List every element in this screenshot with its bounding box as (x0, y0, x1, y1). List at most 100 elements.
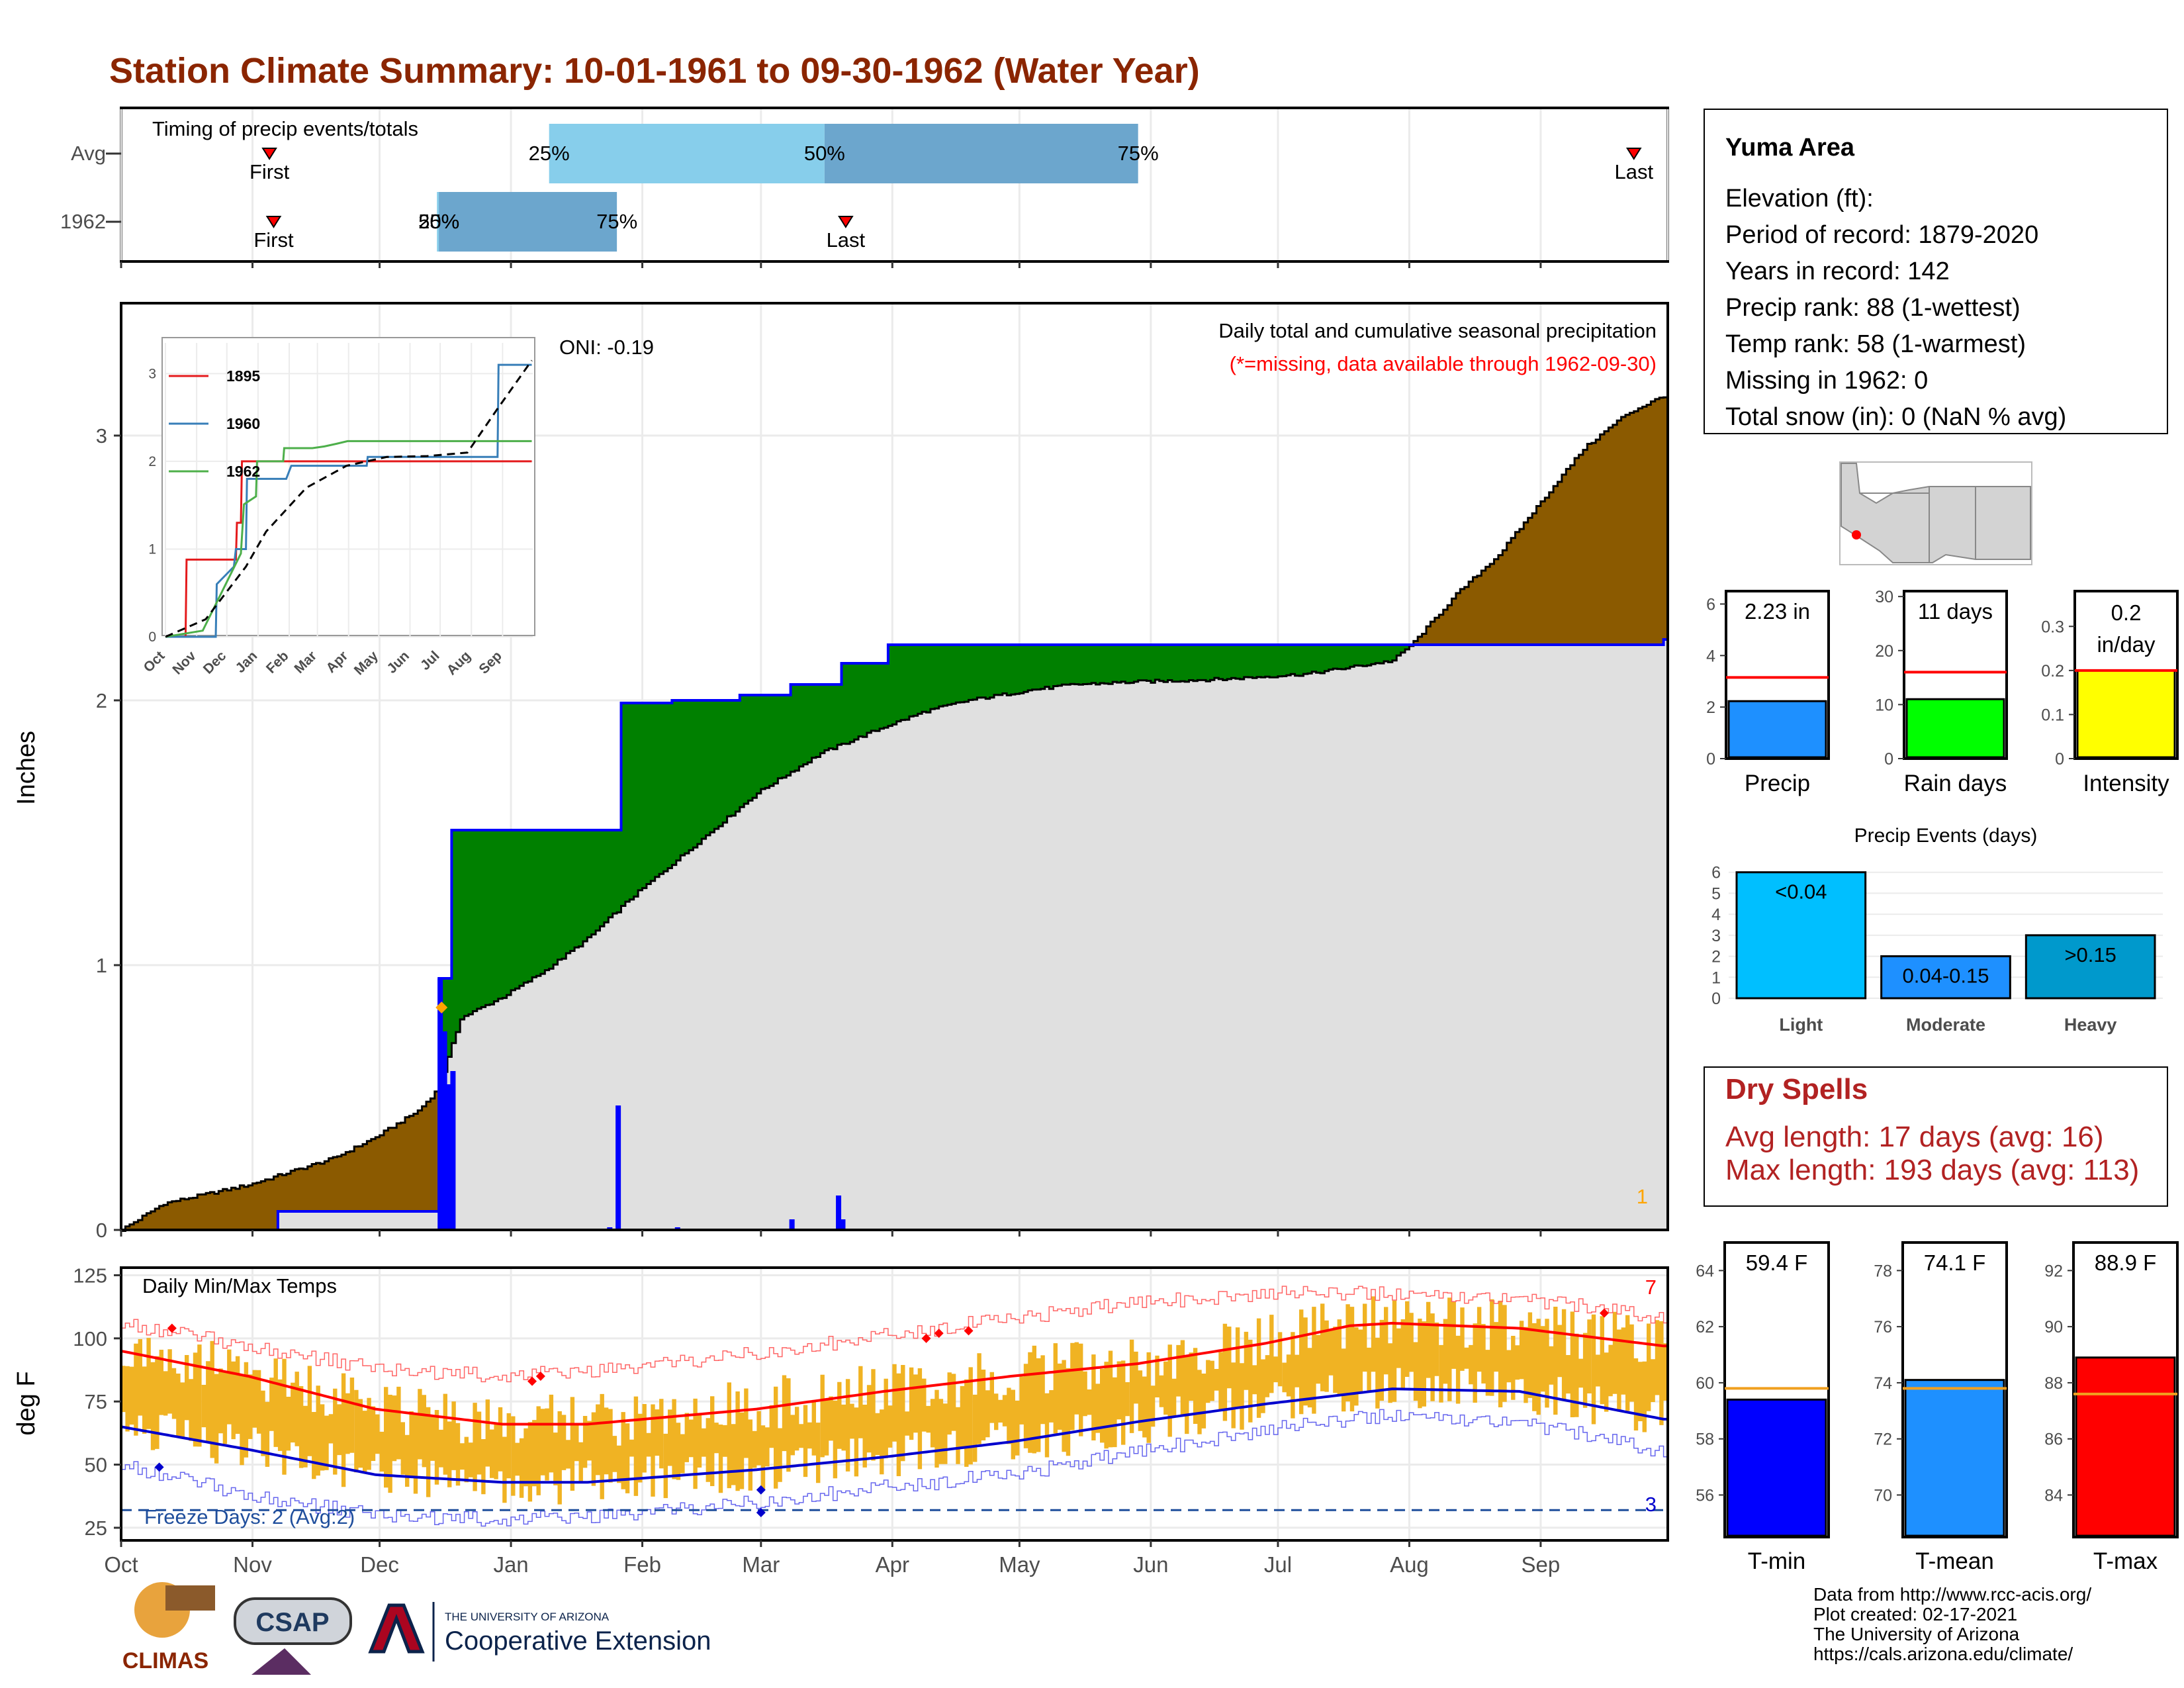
precip-corner-count: 1 (1637, 1185, 1648, 1208)
temp-x-tick-label: Feb (623, 1552, 661, 1577)
events-category-label: Heavy (2064, 1015, 2117, 1035)
precip-summary-precip-y-tick-label: 4 (1706, 647, 1715, 665)
events-bin-label: >0.15 (2064, 943, 2116, 966)
station-snow: Total snow (in): 0 (NaN % avg) (1725, 403, 2066, 431)
temp-summary-t-mean-y-tick-label: 76 (1874, 1318, 1892, 1336)
timing-label: Timing of precip events/totals (152, 117, 418, 140)
timing-first-marker (261, 148, 277, 160)
station-name: Yuma Area (1725, 134, 1855, 162)
inset-y-tick-label: 2 (148, 454, 156, 469)
csap-cloud-icon (234, 1597, 352, 1645)
map-states (1841, 463, 2031, 563)
daily-precip-bar (441, 1031, 447, 1230)
record-high-marker (921, 1333, 931, 1343)
temp-y-tick-label: 50 (85, 1454, 107, 1477)
csap-logo-text: CSAP (255, 1608, 329, 1637)
precip-summary-intensity-y-tick-label: 0.1 (2041, 706, 2064, 724)
map-borders (1860, 487, 1976, 563)
timing-q50-q75-bar (824, 124, 1138, 183)
dry-spells-frame (1704, 1066, 2168, 1207)
record-low-count: 3 (1645, 1493, 1657, 1516)
record-low-marker (756, 1485, 766, 1495)
timing-row-avg-label: Avg (71, 142, 106, 165)
daily-precip-bar (836, 1196, 842, 1230)
precip-summary-precip-value-bar (1727, 700, 1827, 759)
events-bar-heavy (2025, 934, 2156, 1000)
temp-summary-t-min-value-label: 59.4 F (1746, 1250, 1808, 1275)
timing-quantile-label: 50% (804, 142, 845, 165)
temp-x-tick-label: Jun (1133, 1552, 1168, 1577)
credit-plot-date: Plot created: 02-17-2021 (1813, 1604, 2017, 1624)
timing-first-label: First (250, 160, 290, 183)
record-high-marker (1599, 1308, 1609, 1318)
record-high-marker (964, 1326, 974, 1336)
precip-summary-intensity-category-label: Intensity (2083, 771, 2169, 796)
temp-summary-t-min-y-tick-label: 56 (1696, 1486, 1714, 1505)
temp-x-tick-label: Aug (1390, 1552, 1429, 1577)
avg-min-line (120, 1387, 1668, 1484)
temp-y-tick-label: 75 (85, 1390, 107, 1413)
events-y-tick-label: 3 (1711, 927, 1721, 945)
station-elevation: Elevation (ft): (1725, 185, 1874, 212)
timing-first-marker (265, 216, 282, 228)
precip-summary-rain-days-y-tick-label: 10 (1875, 696, 1893, 714)
events-y-tick-label: 2 (1711, 948, 1721, 966)
dry-spells-avg: Avg length: 17 days (avg: 16) (1725, 1121, 2104, 1153)
temp-y-tick-label: 100 (73, 1327, 107, 1350)
timing-quantile-label: 50% (418, 210, 459, 233)
climas-logo-text: CLIMAS (122, 1648, 208, 1673)
temp-summary-t-mean-value-bar (1904, 1379, 2005, 1537)
summary-bar-panels: 0 2 4 6 2.23 in Precip 0 10 20 30 11 days Rain days… (1706, 588, 2179, 796)
daily-precip-bar (789, 1219, 795, 1230)
precip-y-axis: 0 1 2 3 (96, 424, 1542, 1242)
temp-summary-t-min-y-tick-label: 64 (1696, 1262, 1714, 1280)
locator-map (1839, 461, 2032, 565)
daily-precip-bar (615, 1105, 621, 1230)
temp-y-label: deg F (13, 1371, 40, 1435)
inset-series-line-1960 (165, 363, 532, 638)
precip-summary-intensity-value-unit: in/day (2097, 632, 2156, 657)
avg-max-line (120, 1321, 1668, 1426)
precip-summary-precip-y-tick-label: 0 (1706, 750, 1715, 769)
dry-spells-title: Dry Spells (1725, 1073, 1868, 1105)
record-high-marker (535, 1372, 545, 1382)
timing-q50-q75-bar (439, 192, 617, 252)
station-years: Years in record: 142 (1725, 258, 1950, 285)
precip-summary-rain-days-value-bar (1905, 698, 2005, 759)
csap-mountain-icon (251, 1648, 311, 1675)
page-title: Station Climate Summary: 10-01-1961 to 0… (109, 51, 1200, 91)
temp-x-tick-label: Jan (493, 1552, 528, 1577)
record-high-marker (527, 1376, 537, 1386)
ua-small-text: THE UNIVERSITY OF ARIZONA (445, 1611, 610, 1623)
credit-institution: The University of Arizona (1813, 1624, 2020, 1644)
station-period: Period of record: 1879-2020 (1725, 221, 2038, 249)
timing-q25-q50-bar (549, 124, 825, 183)
events-title: Precip Events (days) (1854, 825, 2038, 847)
temp-x-tick-label: Nov (233, 1552, 272, 1577)
climatology-area (121, 639, 1668, 1231)
station-missing: Missing in 1962: 0 (1725, 367, 1928, 395)
temp-summary-t-mean-y-tick-label: 72 (1874, 1430, 1892, 1449)
timing-quantile-label: 25% (529, 142, 570, 165)
precip-panel-title: Daily total and cumulative seasonal prec… (1218, 319, 1657, 342)
precip-summary-intensity-y-tick-label: 0.3 (2041, 618, 2064, 636)
precip-panel-subtitle: (*=missing, data available through 1962-… (1230, 352, 1657, 375)
temp-summary-t-max-category-label: T-max (2093, 1548, 2158, 1574)
record-high-count: 7 (1645, 1276, 1657, 1299)
timing-row-year-label: 1962 (60, 210, 106, 233)
timing-last-label: Last (1614, 160, 1653, 183)
temp-x-tick-label: Mar (742, 1552, 780, 1577)
temp-y-axis: 25 50 75 100 125 (73, 1264, 121, 1540)
precip-y-tick-label: 2 (96, 689, 107, 712)
precip-y-label: Inches (13, 731, 40, 805)
events-bar-moderate (1880, 955, 2011, 1000)
precip-summary-precip-y-tick-label: 6 (1706, 595, 1715, 614)
oni-label: ONI: -0.19 (559, 336, 654, 359)
precip-summary-precip-y-tick-label: 2 (1706, 698, 1715, 717)
precip-summary-rain-days-y-tick-label: 30 (1875, 588, 1893, 606)
temp-summary-t-max-value-bar (2075, 1356, 2176, 1537)
temp-summary-t-min-y-tick-label: 60 (1696, 1374, 1714, 1393)
record-max-line (121, 1286, 1668, 1383)
